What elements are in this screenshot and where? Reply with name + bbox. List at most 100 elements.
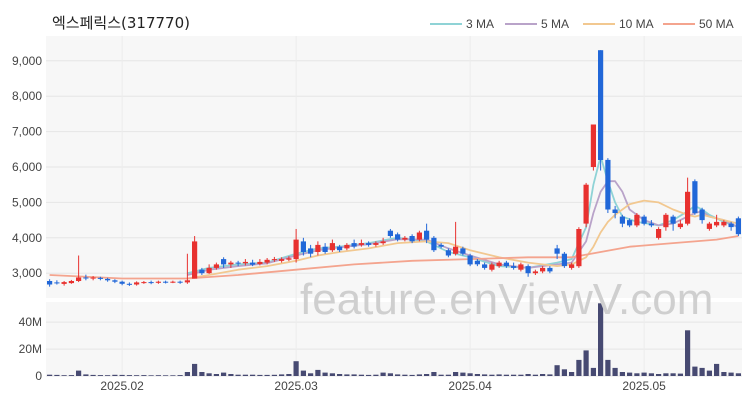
volume-bar (525, 374, 531, 376)
price-tick-label: 4,000 (12, 231, 42, 245)
candle-body (141, 282, 147, 284)
candle-body (163, 281, 169, 283)
candle-body (677, 223, 683, 228)
volume-bar (126, 375, 132, 376)
candle-body (518, 264, 524, 270)
volume-bar (221, 372, 227, 376)
price-axis-ticks: 3,000 4,000 5,000 6,000 7,000 8,000 9,000 (12, 54, 42, 280)
price-tick-label: 5,000 (12, 195, 42, 209)
candle-body (590, 124, 596, 167)
candle-body (54, 282, 60, 284)
volume-bar (532, 374, 538, 376)
volume-bar (141, 375, 147, 376)
volume-bar (97, 375, 103, 376)
price-tick-label: 9,000 (12, 54, 42, 68)
volume-bar (170, 375, 176, 376)
volume-bar (634, 373, 640, 376)
candle-body (670, 216, 676, 224)
volume-bar (279, 374, 285, 376)
volume-bar (83, 374, 89, 376)
candle-body (380, 241, 386, 244)
volume-bar (547, 374, 553, 376)
candle-body (612, 209, 618, 213)
volume-bar (735, 373, 741, 376)
volume-bar (612, 367, 618, 376)
volume-bar (300, 370, 306, 376)
date-tick-label: 2025.02 (100, 379, 144, 393)
volume-bar (685, 330, 691, 376)
volume-plot-area (46, 302, 742, 376)
candle-body (467, 255, 473, 265)
volume-bar (489, 374, 495, 376)
candle-body (706, 223, 712, 229)
volume-bar (192, 363, 198, 376)
candle-body (503, 262, 509, 267)
volume-bar (105, 375, 111, 376)
candle-body (453, 246, 459, 254)
volume-bar (692, 366, 698, 376)
candle-body (409, 236, 415, 242)
volume-bar (721, 372, 727, 376)
candle-body (221, 259, 227, 265)
volume-bar (264, 374, 270, 376)
candle-body (641, 216, 647, 224)
candle-body (699, 209, 705, 221)
volume-bar (518, 374, 524, 376)
date-tick-label: 2025.03 (274, 379, 318, 393)
candle-body (206, 267, 212, 274)
volume-bar (351, 374, 357, 376)
candle-body (489, 264, 495, 270)
volume-bar (250, 374, 256, 376)
candle-body (554, 248, 560, 254)
volume-bar (155, 375, 161, 376)
volume-bar (235, 374, 241, 376)
volume-bar (228, 374, 234, 376)
volume-bar (648, 373, 654, 376)
volume-bar (605, 359, 611, 376)
volume-bar (431, 372, 437, 376)
date-tick-label: 2025.04 (448, 379, 492, 393)
candle-body (47, 281, 53, 285)
volume-tick-label: 40M (19, 315, 42, 329)
candle-body (561, 253, 567, 267)
volume-bar (598, 303, 604, 376)
candle-body (387, 230, 393, 236)
candle-body (373, 243, 379, 245)
candle-body (170, 281, 176, 283)
candle-body (634, 214, 640, 226)
candle-body (257, 261, 263, 264)
candle-body (424, 230, 430, 240)
volume-bar (329, 373, 335, 376)
candle-body (213, 264, 219, 268)
candle-body (402, 237, 408, 240)
volume-bar (337, 374, 343, 376)
volume-bar (554, 365, 560, 376)
volume-bar (163, 375, 169, 376)
candle-body (547, 267, 553, 272)
volume-bar (380, 372, 386, 376)
volume-bar (286, 374, 292, 376)
volume-bar (184, 372, 190, 376)
candle-body (532, 271, 538, 274)
volume-bar (561, 369, 567, 376)
volume-tick-label: 0 (35, 369, 42, 383)
candle-body (242, 261, 248, 264)
legend-label-5ma: 5 MA (541, 17, 569, 31)
volume-bar (344, 374, 350, 376)
candle-body (656, 229, 662, 238)
volume-bar (257, 374, 263, 376)
volume-bar (271, 374, 277, 376)
volume-bar (511, 374, 517, 376)
candles (47, 50, 741, 287)
candle-body (250, 262, 256, 265)
volume-bar (619, 372, 625, 376)
volume-bar (90, 374, 96, 376)
candle-body (663, 214, 669, 228)
volume-bar (416, 374, 422, 376)
candle-body (569, 264, 575, 268)
volume-bar (714, 363, 720, 376)
volume-bar (199, 372, 205, 376)
candle-body (119, 281, 125, 284)
volume-bar (76, 370, 82, 376)
